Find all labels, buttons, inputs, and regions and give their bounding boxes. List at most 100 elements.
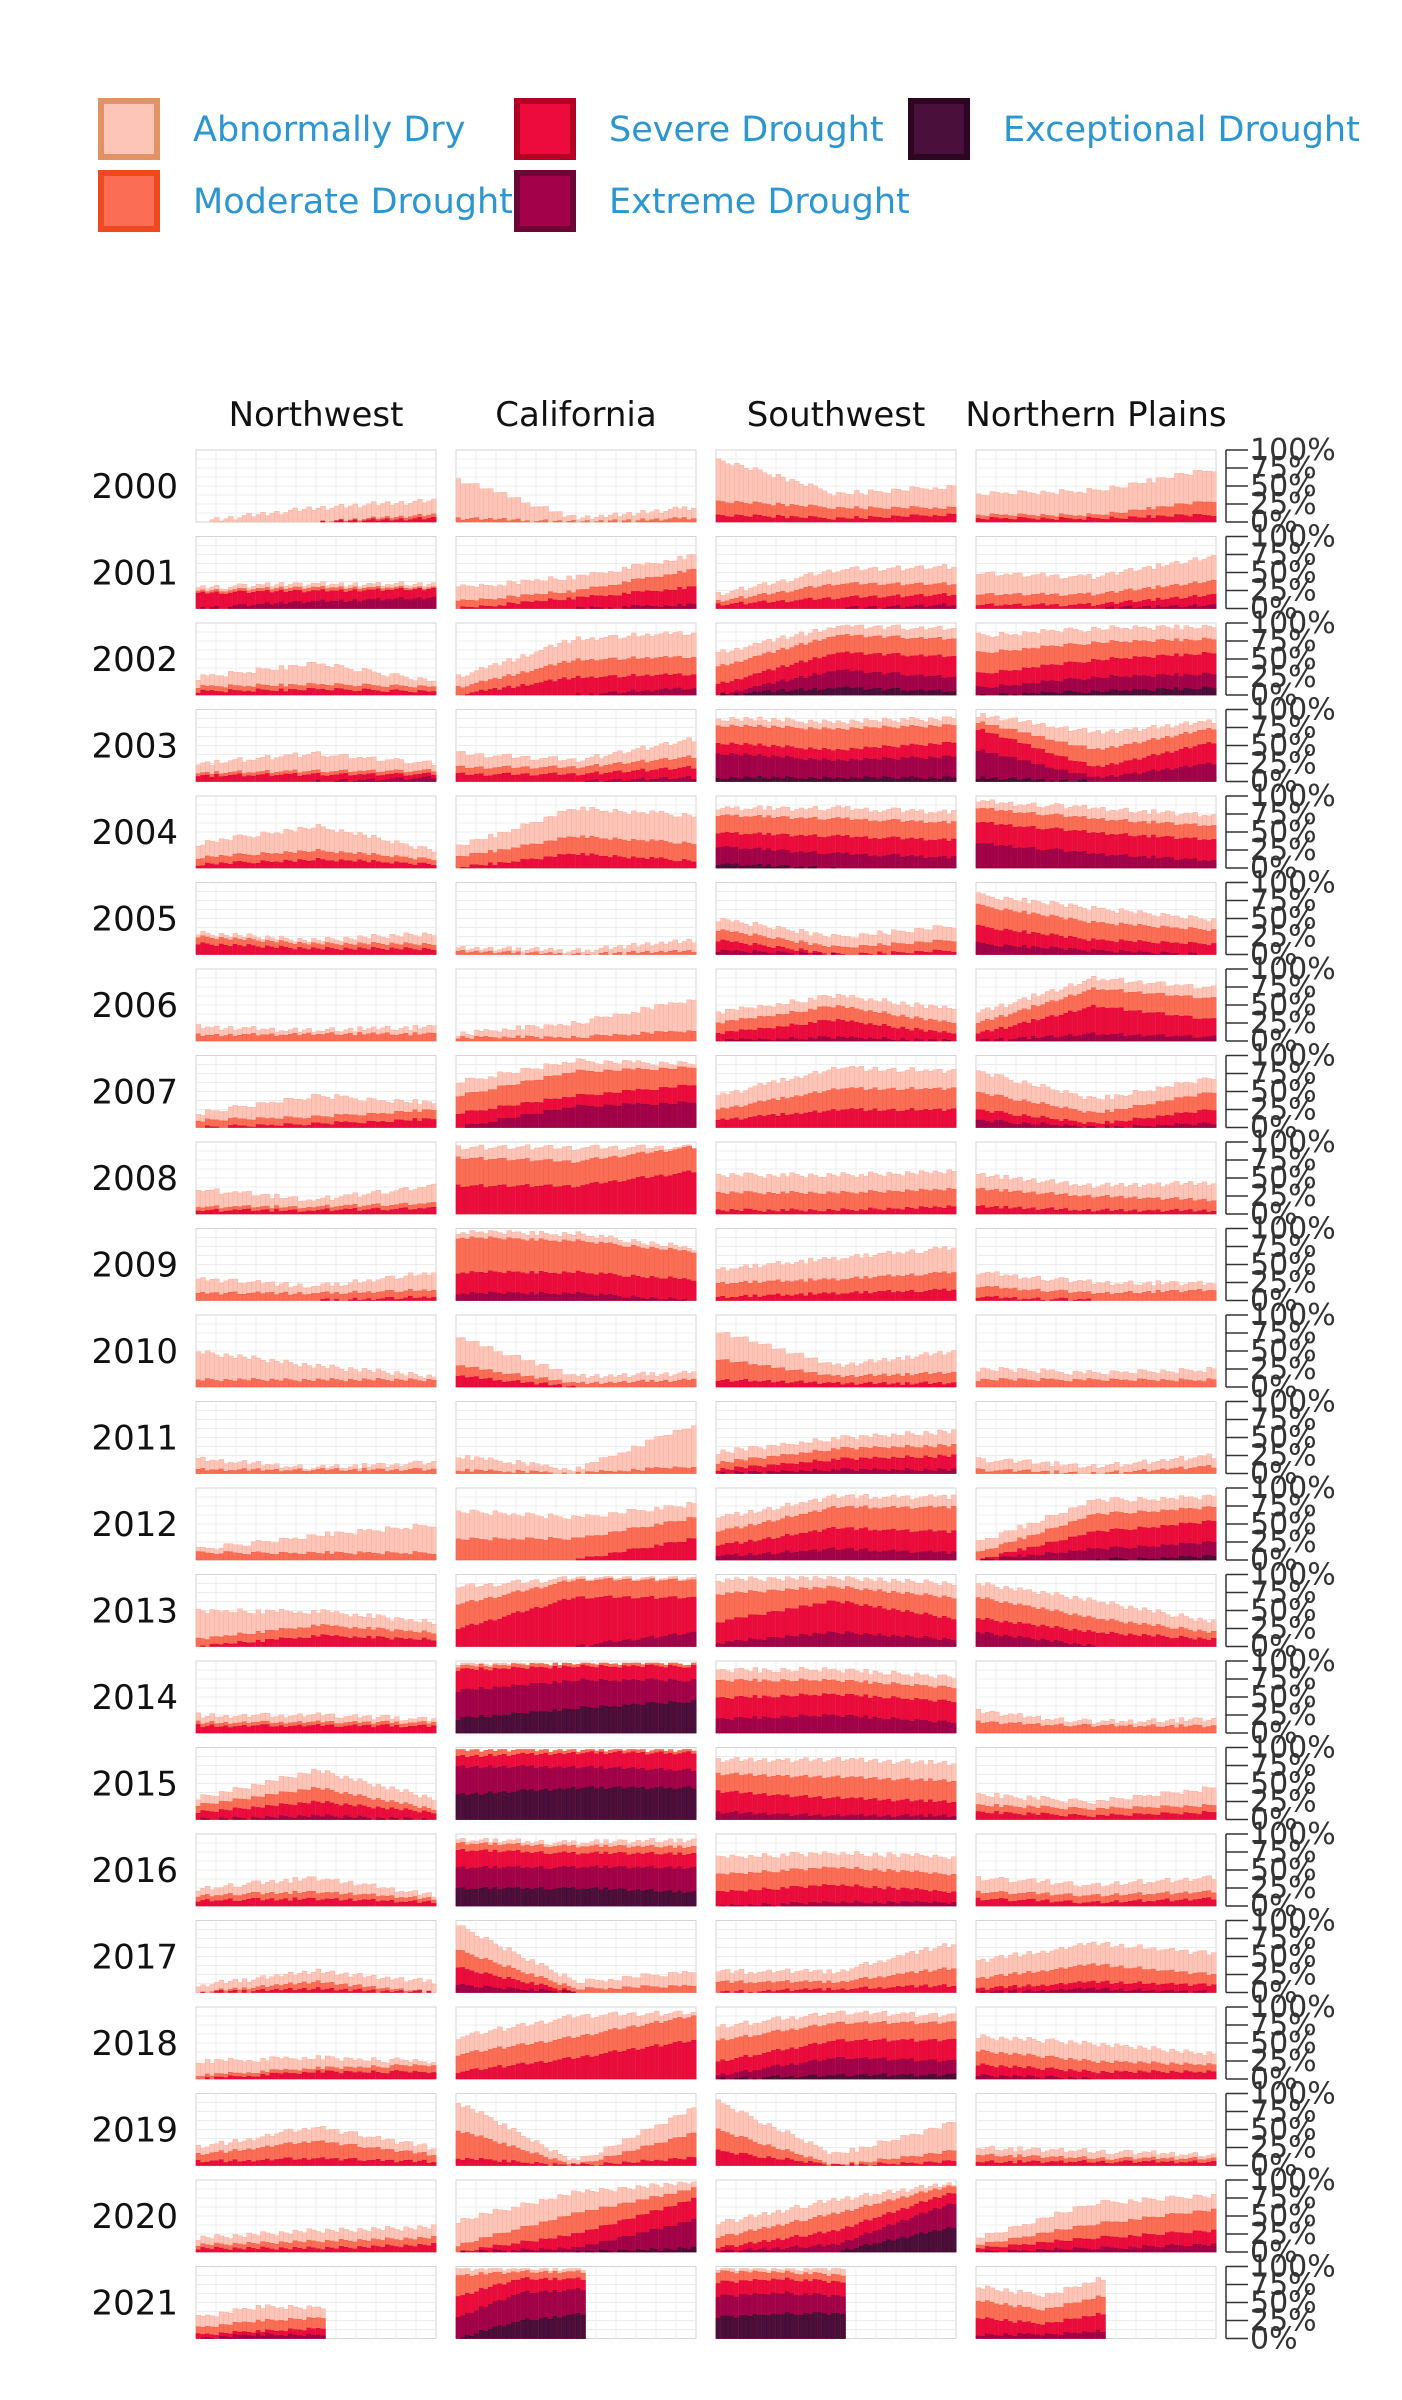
drought-bar [766, 864, 772, 869]
drought-bar [361, 860, 368, 869]
drought-bar [232, 944, 238, 955]
drought-bar [455, 600, 462, 609]
drought-bar [743, 951, 749, 955]
drought-bar [366, 1033, 372, 1042]
drought-bar [585, 520, 591, 523]
drought-bar [918, 758, 925, 782]
legend-swatch-moderate-drought [98, 170, 160, 232]
drought-bar [886, 689, 892, 696]
drought-bar [269, 946, 275, 955]
drought-bar [195, 776, 202, 782]
drought-bar [398, 597, 405, 609]
drought-bar [1072, 519, 1078, 523]
drought-bar [780, 689, 786, 696]
drought-bar [757, 776, 763, 782]
drought-bar [385, 599, 391, 609]
panel-northwest-2005 [195, 882, 437, 955]
drought-bar [738, 951, 745, 955]
panel-northern-plains-2005 [975, 882, 1217, 955]
drought-bar [798, 866, 805, 869]
drought-bar [803, 952, 809, 955]
drought-bar [371, 1032, 377, 1042]
panel-southwest-2003 [715, 709, 957, 782]
drought-bar [1123, 518, 1129, 523]
drought-bar [720, 864, 726, 869]
drought-bar [515, 604, 522, 609]
year-label-2005: 2005 [91, 900, 178, 940]
drought-bar [840, 946, 846, 955]
drought-bar [868, 856, 874, 869]
drought-bar [1105, 519, 1111, 523]
drought-bar [771, 692, 777, 696]
drought-bar [840, 687, 846, 696]
drought-bar [237, 945, 243, 955]
drought-bar [1012, 777, 1018, 782]
drought-bar [525, 953, 531, 955]
drought-bar [1197, 943, 1203, 955]
drought-bar [937, 604, 943, 609]
drought-bar [649, 953, 655, 955]
drought-bar [338, 859, 345, 869]
drought-bar [501, 951, 508, 955]
drought-bar [932, 949, 938, 955]
drought-bar [932, 857, 938, 869]
drought-bar [980, 686, 986, 696]
drought-bar [803, 852, 809, 869]
drought-bar [720, 754, 726, 782]
drought-bar [1077, 692, 1083, 696]
year-label-2003: 2003 [91, 727, 178, 767]
drought-bar [1178, 514, 1185, 523]
drought-bar [812, 851, 818, 869]
drought-bar [1081, 851, 1088, 869]
y-tick-label: 100% [1250, 866, 1336, 901]
drought-bar [775, 866, 782, 869]
drought-bar [525, 685, 531, 696]
drought-bar [311, 510, 317, 523]
drought-bar [1188, 952, 1194, 955]
drought-bar [748, 865, 754, 869]
drought-bar [557, 679, 563, 696]
drought-bar [989, 778, 995, 782]
drought-bar [380, 862, 386, 869]
drought-bar [465, 952, 471, 955]
drought-bar [1100, 604, 1106, 609]
drought-bar [649, 779, 655, 782]
drought-bar [455, 773, 462, 782]
y-tick-label: 25% [1250, 487, 1317, 522]
drought-bar [1178, 690, 1185, 696]
drought-bar [900, 776, 906, 782]
drought-bar [580, 951, 586, 955]
drought-bar [998, 946, 1005, 955]
drought-bar [315, 689, 322, 696]
drought-bar [589, 693, 595, 696]
drought-bar [474, 607, 480, 609]
drought-bar [552, 681, 558, 696]
drought-bar [548, 952, 554, 955]
drought-bar [785, 602, 791, 609]
drought-bar [1211, 516, 1217, 523]
drought-bar [720, 779, 726, 782]
drought-bar [246, 606, 252, 609]
drought-bar [278, 514, 285, 523]
drought-bar [483, 518, 489, 523]
drought-bar [478, 488, 485, 523]
drought-bar [200, 689, 206, 696]
drought-bar [394, 861, 400, 869]
drought-bar [1183, 515, 1189, 523]
drought-bar [808, 866, 814, 869]
drought-bar [1100, 853, 1106, 869]
drought-bar [854, 854, 860, 869]
drought-bar [474, 950, 480, 955]
drought-bar [858, 597, 865, 609]
drought-bar [1169, 857, 1175, 869]
drought-bar [757, 951, 763, 955]
drought-bar [394, 948, 400, 955]
drought-bar [492, 606, 498, 609]
drought-bar [492, 492, 498, 523]
drought-bar [1058, 693, 1065, 696]
drought-bar [635, 605, 642, 609]
drought-bar [465, 694, 471, 696]
drought-bar [686, 860, 692, 869]
drought-bar [946, 606, 952, 609]
drought-bar [1211, 604, 1217, 609]
